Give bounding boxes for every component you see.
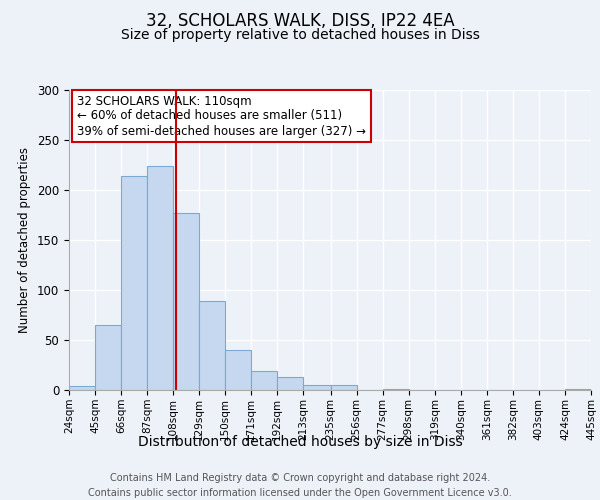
Bar [147,166,173,390]
Bar [383,389,409,390]
Bar [199,301,225,390]
Bar [121,176,147,390]
Text: 32, SCHOLARS WALK, DISS, IP22 4EA: 32, SCHOLARS WALK, DISS, IP22 4EA [146,12,454,30]
Bar [173,213,199,390]
Y-axis label: Number of detached properties: Number of detached properties [19,147,31,333]
Text: 32 SCHOLARS WALK: 110sqm
← 60% of detached houses are smaller (511)
39% of semi-: 32 SCHOLARS WALK: 110sqm ← 60% of detach… [77,94,366,138]
Text: Distribution of detached houses by size in Diss: Distribution of detached houses by size … [137,435,463,449]
Bar [69,386,95,390]
Bar [331,385,356,390]
Text: Size of property relative to detached houses in Diss: Size of property relative to detached ho… [121,28,479,42]
Bar [304,385,331,390]
Text: Contains HM Land Registry data © Crown copyright and database right 2024.
Contai: Contains HM Land Registry data © Crown c… [88,472,512,498]
Bar [251,371,277,390]
Bar [277,377,304,390]
Bar [225,350,251,390]
Bar [95,325,121,390]
Bar [565,389,591,390]
